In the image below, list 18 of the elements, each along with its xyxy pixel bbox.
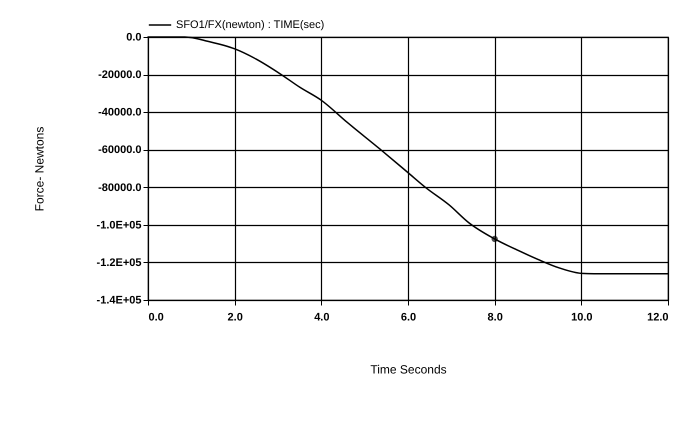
x-tick-label: 6.0: [400, 312, 416, 324]
y-tick-label: -20000.0: [98, 69, 142, 82]
y-axis-title: Force- Newtons: [32, 126, 47, 212]
x-tick-label: 8.0: [488, 312, 503, 324]
y-tick-label: -1.2E+05: [96, 256, 142, 269]
x-tick-label: 4.0: [314, 312, 330, 324]
y-tick-label: 0.0: [126, 32, 142, 44]
y-tick-label: -1.0E+05: [96, 219, 142, 232]
x-tick-label: 10.0: [571, 312, 593, 324]
y-tick-label: -60000.0: [98, 144, 142, 156]
x-tick-label: 12.0: [647, 312, 668, 324]
y-tick-label: -80000.0: [98, 182, 142, 194]
y-tick-label: -40000.0: [98, 106, 142, 119]
x-tick-label: 2.0: [228, 312, 243, 324]
legend-label: SFO1/FX(newton) : TIME(sec): [176, 19, 324, 31]
x-tick-label: 0.0: [148, 312, 164, 324]
x-axis-title: Time Seconds: [370, 362, 447, 376]
y-tick-label: -1.4E+05: [96, 294, 142, 306]
